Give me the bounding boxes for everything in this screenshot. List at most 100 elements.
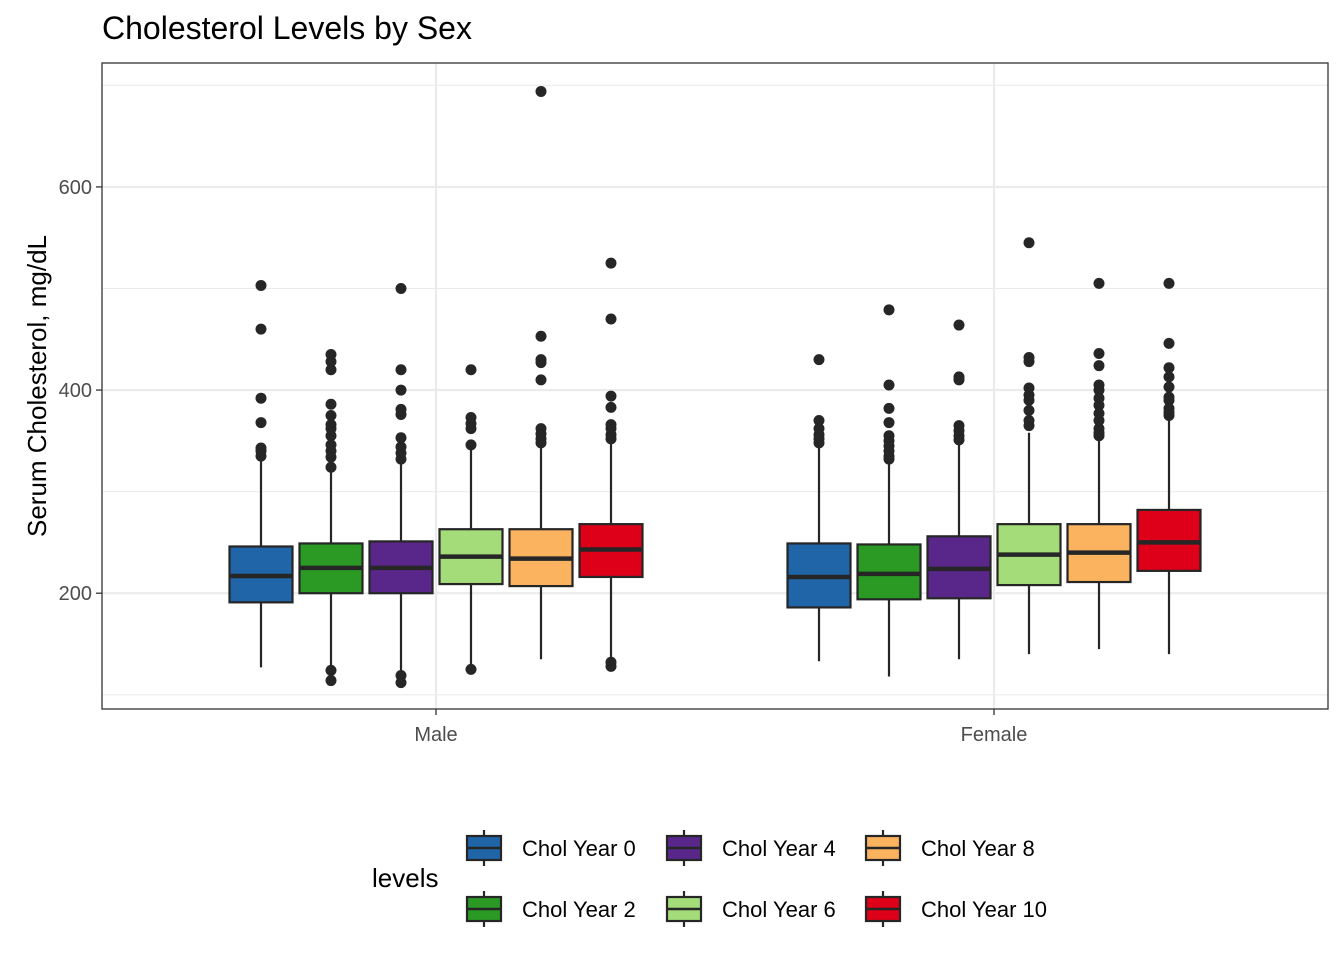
box-chol-year-6-female — [996, 237, 1062, 655]
outlier-point — [1163, 381, 1175, 393]
legend: levels Chol Year 0 Chol Year 2 Chol Year 4… — [372, 830, 1047, 927]
box-chol-year-2-female — [856, 304, 922, 677]
outlier-point — [395, 441, 407, 453]
outlier-point — [465, 439, 477, 451]
panel-border — [101, 62, 1329, 710]
outlier-point — [535, 330, 547, 342]
y-axis-title: Serum Cholesterol, mg/dL — [22, 235, 52, 537]
legend-item-chol-year-8: Chol Year 8 — [864, 830, 1035, 866]
outlier-point — [1093, 392, 1105, 404]
outlier-point — [1023, 237, 1035, 249]
outlier-point — [605, 390, 617, 402]
legend-item-chol-year-4: Chol Year 4 — [665, 830, 836, 866]
outlier-point — [883, 417, 895, 429]
outlier-point — [605, 401, 617, 413]
legend-title: levels — [372, 863, 438, 893]
outlier-point — [1163, 391, 1175, 403]
y-tick-label: 200 — [59, 583, 92, 605]
outlier-point — [883, 402, 895, 414]
legend-item-chol-year-6: Chol Year 6 — [665, 891, 836, 927]
outlier-point — [325, 664, 337, 676]
outlier-point — [325, 461, 337, 473]
x-tick-label: Male — [414, 724, 457, 746]
outlier-point — [1163, 277, 1175, 289]
outlier-point — [325, 675, 337, 687]
outlier-point — [325, 364, 337, 376]
outlier-point — [255, 323, 267, 335]
box-chol-year-2-male — [298, 349, 364, 687]
legend-item-chol-year-0: Chol Year 0 — [465, 830, 636, 866]
outlier-point — [535, 354, 547, 366]
outlier-point — [605, 419, 617, 431]
outlier-point — [395, 384, 407, 396]
outlier-point — [325, 398, 337, 410]
box-chol-year-10-female — [1136, 277, 1202, 655]
outlier-point — [953, 371, 965, 383]
outlier-point — [1023, 404, 1035, 416]
outlier-point — [325, 439, 337, 451]
x-tick-label: Female — [961, 724, 1028, 746]
outlier-point — [1163, 371, 1175, 383]
outlier-point — [953, 319, 965, 331]
legend-item-chol-year-10: Chol Year 10 — [864, 891, 1047, 927]
outlier-point — [395, 669, 407, 681]
box-chol-year-4-male — [368, 282, 434, 689]
outlier-point — [255, 392, 267, 404]
outlier-point — [1093, 423, 1105, 435]
legend-label: Chol Year 6 — [722, 897, 836, 922]
outlier-point — [1093, 347, 1105, 359]
box-chol-year-10-male — [578, 257, 644, 672]
box-chol-year-6-male — [438, 364, 504, 675]
outlier-point — [395, 282, 407, 294]
outlier-point — [395, 432, 407, 444]
outlier-point — [255, 417, 267, 429]
outlier-point — [883, 379, 895, 391]
outlier-point — [465, 364, 477, 376]
outlier-point — [1023, 415, 1035, 427]
outlier-point — [395, 403, 407, 415]
outlier-point — [255, 279, 267, 291]
y-tick-label: 600 — [59, 177, 92, 199]
outlier-point — [465, 411, 477, 423]
plot-panel: 200 400 600 Male Female — [59, 62, 1329, 746]
outlier-point — [325, 409, 337, 421]
outlier-point — [605, 313, 617, 325]
outlier-point — [535, 374, 547, 386]
legend-item-chol-year-2: Chol Year 2 — [465, 891, 636, 927]
box-chol-year-4-female — [926, 319, 992, 660]
legend-label: Chol Year 10 — [921, 897, 1047, 922]
outlier-point — [325, 419, 337, 431]
y-tick-label: 400 — [59, 380, 92, 402]
outlier-point — [325, 349, 337, 361]
outlier-point — [1023, 382, 1035, 394]
outlier-point — [1023, 352, 1035, 364]
outlier-point — [813, 415, 825, 427]
outlier-point — [535, 423, 547, 435]
outlier-point — [1093, 277, 1105, 289]
chart-title: Cholesterol Levels by Sex — [102, 10, 472, 46]
legend-label: Chol Year 0 — [522, 836, 636, 861]
outlier-point — [1093, 379, 1105, 391]
legend-label: Chol Year 8 — [921, 836, 1035, 861]
outlier-point — [883, 430, 895, 442]
outlier-point — [255, 442, 267, 454]
outlier-point — [605, 257, 617, 269]
box-chol-year-0-male — [228, 279, 294, 668]
outlier-point — [1163, 337, 1175, 349]
outlier-point — [883, 304, 895, 316]
outlier-point — [953, 420, 965, 432]
outlier-point — [605, 656, 617, 668]
outlier-point — [1093, 407, 1105, 419]
box-chol-year-0-female — [786, 354, 852, 662]
outlier-point — [1093, 360, 1105, 372]
outlier-point — [535, 85, 547, 97]
box-chol-year-8-female — [1066, 277, 1132, 650]
outlier-point — [813, 423, 825, 435]
outlier-point — [813, 354, 825, 366]
legend-label: Chol Year 2 — [522, 897, 636, 922]
outlier-point — [465, 663, 477, 675]
legend-label: Chol Year 4 — [722, 836, 836, 861]
outlier-point — [1163, 402, 1175, 414]
